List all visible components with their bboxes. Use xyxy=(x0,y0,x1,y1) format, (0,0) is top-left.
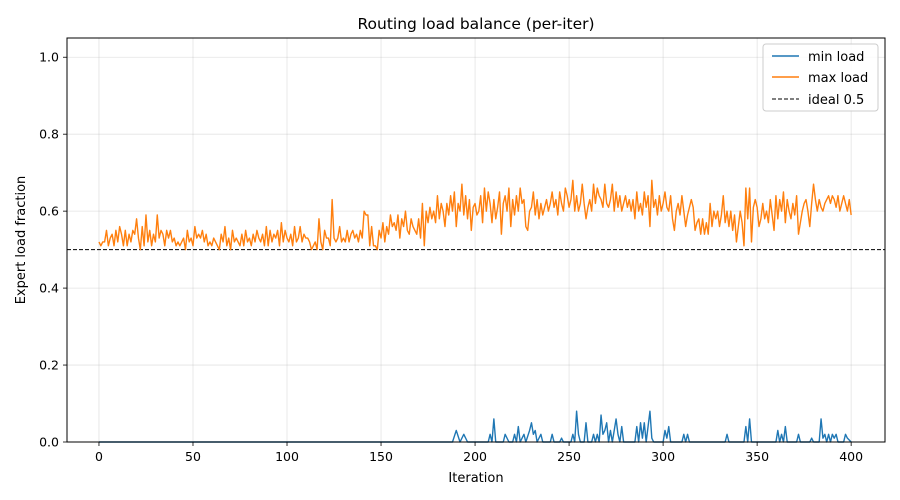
series-group xyxy=(98,179,852,443)
legend: min load max load ideal 0.5 xyxy=(762,43,879,112)
y-axis: 0.0 0.2 0.4 0.6 0.8 1.0 xyxy=(39,50,67,450)
y-tick-label: 1.0 xyxy=(39,50,59,65)
legend-label-ideal: ideal 0.5 xyxy=(808,93,864,108)
x-tick-label: 0 xyxy=(95,449,103,464)
y-tick-label: 0.8 xyxy=(39,127,59,142)
x-tick-label: 250 xyxy=(557,449,581,464)
series-line-max-load xyxy=(98,179,852,251)
legend-label-min-load: min load xyxy=(808,50,864,65)
x-tick-label: 200 xyxy=(463,449,487,464)
y-tick-label: 0.4 xyxy=(39,281,59,296)
x-tick-label: 150 xyxy=(369,449,393,464)
x-axis-label: Iteration xyxy=(448,471,503,486)
legend-box xyxy=(762,43,879,112)
x-axis: 0 50 100 150 200 250 300 350 400 xyxy=(95,442,863,464)
y-tick-label: 0.6 xyxy=(39,204,59,219)
x-tick-label: 350 xyxy=(745,449,769,464)
plot-frame xyxy=(66,37,886,443)
y-tick-label: 0.2 xyxy=(39,358,59,373)
y-tick-label: 0.0 xyxy=(39,435,59,450)
series-line-min-load xyxy=(98,410,852,443)
legend-label-max-load: max load xyxy=(808,71,868,86)
chart-title: Routing load balance (per-iter) xyxy=(357,15,594,33)
x-tick-label: 300 xyxy=(651,449,675,464)
x-tick-label: 400 xyxy=(839,449,863,464)
x-tick-label: 50 xyxy=(185,449,201,464)
x-tick-label: 100 xyxy=(275,449,299,464)
y-axis-label: Expert load fraction xyxy=(14,176,29,305)
